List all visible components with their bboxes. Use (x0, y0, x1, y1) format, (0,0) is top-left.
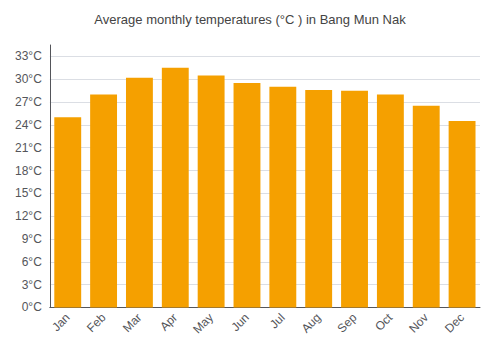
svg-text:Feb: Feb (84, 310, 109, 335)
svg-text:24°C: 24°C (15, 118, 42, 132)
svg-text:Nov: Nov (406, 311, 431, 336)
svg-text:27°C: 27°C (15, 95, 42, 109)
svg-text:3°C: 3°C (22, 278, 42, 292)
svg-text:Apr: Apr (157, 311, 180, 334)
svg-text:33°C: 33°C (15, 49, 42, 63)
svg-text:15°C: 15°C (15, 186, 42, 200)
svg-text:Jun: Jun (228, 311, 252, 335)
svg-text:Oct: Oct (372, 310, 396, 334)
svg-text:6°C: 6°C (22, 255, 42, 269)
svg-text:Dec: Dec (442, 311, 467, 336)
svg-text:Sep: Sep (334, 310, 359, 335)
svg-text:21°C: 21°C (15, 141, 42, 155)
svg-text:May: May (190, 311, 216, 337)
svg-text:9°C: 9°C (22, 232, 42, 246)
svg-text:Average monthly temperatures (: Average monthly temperatures (°C ) in Ba… (94, 12, 406, 27)
svg-text:0°C: 0°C (22, 300, 42, 314)
svg-text:30°C: 30°C (15, 72, 42, 86)
svg-text:Aug: Aug (299, 311, 324, 336)
svg-text:Jan: Jan (49, 311, 73, 335)
svg-text:Mar: Mar (120, 311, 145, 335)
svg-text:18°C: 18°C (15, 164, 42, 178)
svg-text:Jul: Jul (267, 311, 288, 332)
svg-text:12°C: 12°C (15, 209, 42, 223)
